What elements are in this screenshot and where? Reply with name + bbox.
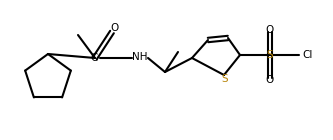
- Text: S: S: [267, 50, 273, 60]
- Text: NH: NH: [132, 52, 148, 62]
- Text: C: C: [90, 53, 98, 63]
- Text: Cl: Cl: [303, 50, 313, 60]
- Text: O: O: [266, 25, 274, 35]
- Text: O: O: [266, 75, 274, 85]
- Text: O: O: [110, 23, 118, 33]
- Text: S: S: [222, 74, 228, 84]
